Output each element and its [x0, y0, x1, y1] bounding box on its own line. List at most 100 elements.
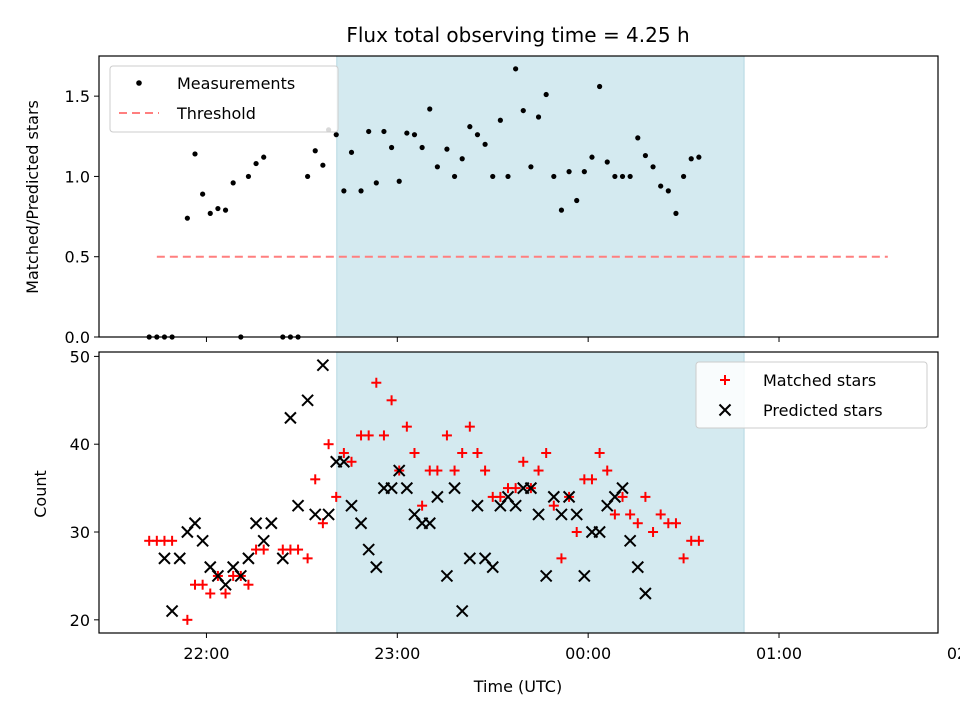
matched-star-point [495, 491, 506, 502]
x-b [718, 403, 732, 417]
x-b [165, 604, 179, 618]
measurement-point [396, 178, 402, 184]
measurement-point [696, 154, 702, 160]
predicted-star-point [524, 481, 538, 495]
x-b [173, 552, 186, 565]
predicted-star-point [322, 508, 335, 521]
predicted-star-point [509, 499, 522, 512]
measurement-point [650, 164, 656, 170]
measurement-point [627, 173, 633, 180]
measurement-point [589, 154, 595, 160]
matched-star-point [432, 465, 443, 476]
y-tick-label: 40 [70, 435, 90, 454]
predicted-star-point [593, 525, 606, 539]
predicted-star-point [257, 534, 270, 548]
measurement-point [635, 135, 641, 141]
predicted-star-point [196, 534, 209, 548]
y-tick-label: 1.5 [65, 87, 90, 106]
predicted-star-point [188, 517, 202, 530]
matched-star-point [648, 527, 659, 538]
predicted-star-point [284, 411, 297, 425]
x-b [616, 481, 629, 495]
measurement-point [497, 117, 503, 123]
predicted-star-point [301, 394, 314, 407]
x-b [309, 508, 322, 521]
x-b [631, 560, 644, 574]
x-b [471, 499, 484, 512]
predicted-star-point [578, 569, 591, 583]
matched-star-point [670, 518, 681, 529]
measurement-point [261, 154, 267, 160]
matched-star-point [678, 553, 689, 564]
predicted-star-point [463, 552, 477, 565]
x-b [301, 394, 314, 407]
measurement-point [597, 83, 603, 90]
matched-star-point [518, 456, 529, 467]
predicted-star-point [316, 358, 330, 372]
legend-predicted-label: Predicted stars [763, 401, 883, 420]
measurement-point [366, 128, 372, 135]
x-b [578, 569, 591, 583]
measurement-point [474, 132, 481, 138]
matched-star-point [441, 430, 452, 441]
matched-star-point [346, 456, 357, 467]
measurement-point [358, 188, 364, 194]
axes-frame [98, 55, 939, 338]
matched-star-point [220, 588, 231, 599]
observing-window-shade-top [336, 55, 745, 338]
measurement-point [373, 180, 379, 186]
x-b [555, 508, 568, 521]
y-tick-label: 0.5 [65, 248, 90, 267]
predicted-star-point [431, 490, 444, 504]
matched-star-point [609, 509, 620, 520]
x-b [362, 543, 375, 556]
chart-title: Flux total observing time = 4.25 h [346, 23, 689, 47]
x-b [463, 552, 477, 565]
measurement-point [520, 107, 526, 114]
matched-star-point [317, 518, 328, 529]
measurement-point [404, 130, 410, 136]
x-b [408, 508, 421, 521]
ratio-panel-frame [98, 55, 939, 342]
x-b [385, 481, 398, 495]
x-b [448, 481, 461, 495]
x-b [539, 569, 553, 583]
predicted-star-point [337, 455, 351, 468]
measurement-point [184, 215, 190, 221]
legend-measurement-marker [136, 80, 142, 86]
measurement-point [581, 169, 587, 175]
measurement-point [230, 180, 236, 186]
y-tick-label: 0.0 [65, 328, 90, 347]
measurement-point [505, 173, 511, 180]
predicted-star-point [393, 464, 406, 477]
measurement-point [348, 149, 355, 155]
measurement-point [451, 173, 458, 180]
x-b [524, 481, 538, 495]
matched-star-point [167, 535, 178, 546]
matched-star-point [480, 465, 491, 476]
measurement-point [490, 173, 496, 180]
predicted-star-point [532, 508, 545, 521]
measurement-point [341, 188, 347, 194]
measurement-point [207, 210, 213, 216]
observing-window-band [336, 351, 745, 634]
predicted-star-point [616, 481, 629, 495]
measurement-point [574, 197, 580, 204]
measurement-point [673, 210, 679, 216]
matched-star-point [302, 553, 313, 564]
x-b [532, 508, 545, 521]
predicted-star-point [265, 517, 278, 530]
ratio-y-ticks: 0.0 0.5 1.0 1.5 [65, 87, 99, 347]
predicted-star-point [562, 490, 576, 504]
matched-star-point [640, 491, 651, 502]
x-tick-label: 02:00 [947, 644, 960, 663]
matched-star-point [632, 518, 643, 529]
y-tick-label: 20 [70, 611, 90, 630]
predicted-star-point [158, 552, 171, 565]
predicted-star-point [539, 569, 553, 583]
count-y-axis-label: Count [31, 470, 50, 518]
matched-star-point [401, 421, 412, 432]
measurement-point [551, 173, 557, 180]
x-b [440, 569, 454, 583]
measurement-point [535, 114, 542, 120]
